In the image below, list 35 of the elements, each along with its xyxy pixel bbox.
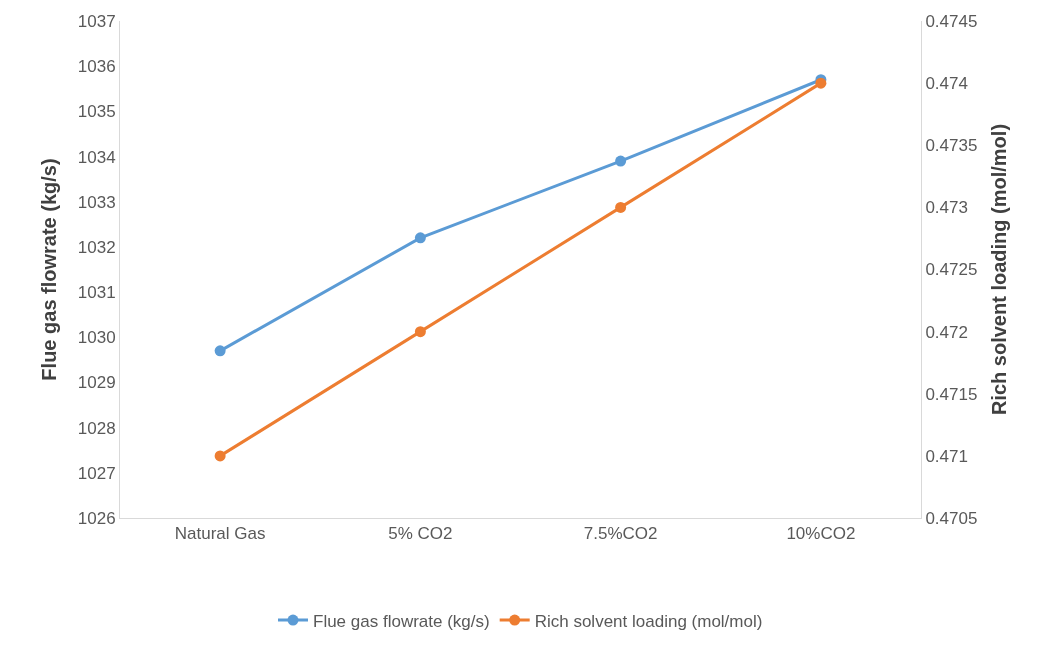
- y-tick-label: 1033: [77, 192, 116, 212]
- point: [214, 450, 226, 462]
- y2-tick-label: 0.4735: [925, 136, 978, 156]
- point: [414, 232, 426, 244]
- y2-tick-label: 0.471: [925, 446, 968, 466]
- point: [214, 345, 226, 357]
- point: [615, 201, 627, 213]
- y2-tick-label: 0.4725: [925, 260, 978, 280]
- legend-label: Rich solvent loading (mol/mol): [534, 611, 763, 631]
- y-tick-label: 1035: [77, 102, 116, 122]
- legend-label: Flue gas flowrate (kg/s): [313, 611, 490, 631]
- y-tick-label: 1026: [77, 508, 116, 528]
- y-tick-label: 1036: [77, 57, 116, 77]
- y-tick-label: 1027: [77, 463, 116, 483]
- x-tick-label: 10%CO2: [786, 524, 856, 544]
- x-tick-label: 5% CO2: [388, 524, 453, 544]
- x-tick-label: 7.5%CO2: [583, 524, 658, 544]
- y2-tick-label: 0.474: [925, 74, 968, 94]
- y2-tick-label: 0.472: [925, 322, 968, 342]
- y-tick-label: 1032: [77, 237, 116, 257]
- y-tick-label: 1034: [77, 147, 116, 167]
- y2-tick-label: 0.4745: [925, 11, 978, 31]
- y-tick-label: 1029: [77, 373, 116, 393]
- y-tick-label: 1028: [77, 418, 116, 438]
- point: [615, 155, 627, 167]
- y2-tick-label: 0.4715: [925, 384, 978, 404]
- y-tick-label: 1037: [77, 11, 116, 31]
- y-tick-label: 1030: [77, 328, 116, 348]
- y-tick-label: 1031: [77, 283, 116, 303]
- y2-tick-label: 0.473: [925, 198, 968, 218]
- y2-axis-title: Rich solvent loading (mol/mol): [987, 123, 1010, 416]
- y-axis-title: Flue gas flowrate (kg/s): [38, 158, 61, 381]
- y2-tick-label: 0.4705: [925, 508, 978, 528]
- point: [414, 326, 426, 338]
- x-tick-label: Natural Gas: [174, 524, 266, 544]
